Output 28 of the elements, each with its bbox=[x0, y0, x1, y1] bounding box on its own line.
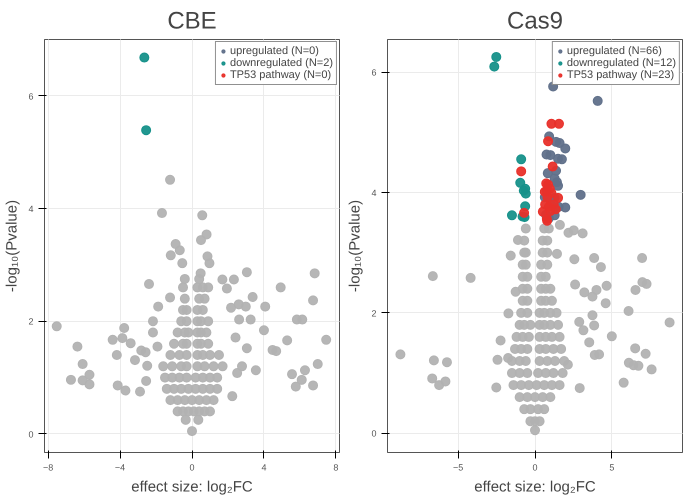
x-axis-title: effect size: log₂FC bbox=[474, 478, 596, 496]
y-tick-label: 4 bbox=[371, 188, 377, 198]
x-tick-label: 0 bbox=[532, 462, 538, 472]
x-tick-label: 0 bbox=[189, 462, 195, 472]
y-tick-label: 0 bbox=[28, 429, 34, 440]
legend-label: TP53 pathway (N=0) bbox=[230, 69, 332, 81]
chart-title: CBE bbox=[167, 8, 217, 34]
x-tick-label: 8 bbox=[333, 462, 338, 472]
y-axis-title: -log₁₀(Pvalue) bbox=[346, 200, 364, 292]
x-tick-label: −8 bbox=[42, 462, 54, 472]
x-tick-label: 5 bbox=[609, 462, 614, 472]
x-tick-label: −4 bbox=[114, 462, 126, 472]
y-tick-label: 2 bbox=[28, 316, 34, 327]
y-tick-label: 4 bbox=[28, 204, 34, 214]
y-tick-label: 2 bbox=[371, 308, 377, 318]
y-axis-title: -log₁₀(Pvalue) bbox=[3, 200, 20, 292]
legend-label: downregulated (N=2) bbox=[230, 57, 333, 69]
x-tick-label: 4 bbox=[261, 462, 266, 472]
legend-label: upregulated (N=0) bbox=[230, 45, 319, 57]
x-tick-label: −5 bbox=[453, 462, 464, 472]
legend-label: downregulated (N=12) bbox=[566, 57, 676, 69]
legend-label: TP53 pathway (N=23) bbox=[566, 69, 674, 81]
x-axis-title: effect size: log₂FC bbox=[131, 478, 253, 496]
y-tick-label: 6 bbox=[28, 91, 34, 102]
legend-label: upregulated (N=66) bbox=[566, 45, 662, 57]
chart-title: Cas9 bbox=[506, 8, 564, 34]
y-tick-label: 0 bbox=[371, 428, 377, 439]
y-tick-label: 6 bbox=[371, 68, 377, 78]
